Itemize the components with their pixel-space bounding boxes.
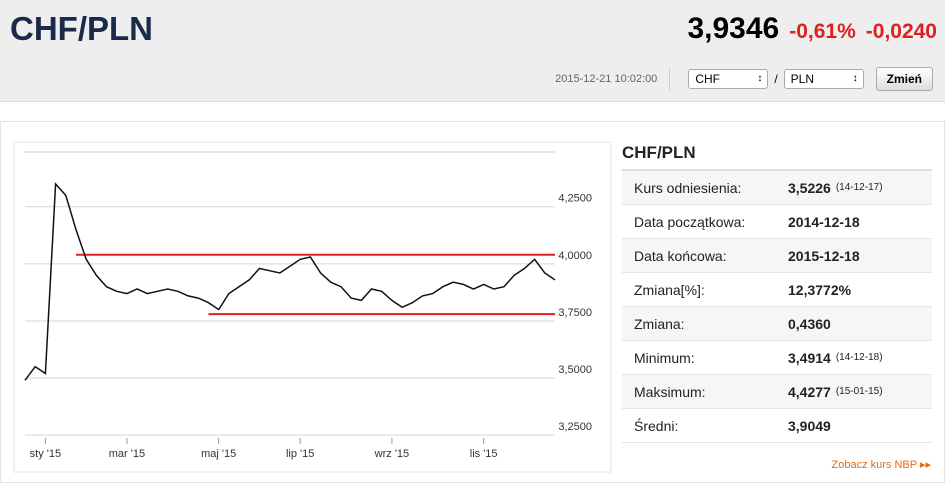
stats-value: 2014-12-18: [788, 213, 860, 230]
stats-note: (15-01-15): [835, 386, 883, 397]
price-line: [24, 182, 556, 381]
stats-row: Data początkowa: 2014-12-18: [622, 205, 932, 239]
change: -0,0240: [865, 20, 937, 43]
y-tick-label: 4,2500: [558, 193, 592, 205]
quote: 3,9346 -0,61% -0,0240: [687, 12, 937, 46]
x-tick-label: mar '15: [109, 448, 145, 460]
stats-value: 0,4360: [788, 315, 831, 332]
header: CHF/PLN 3,9346 -0,61% -0,0240 2015-12-21 1…: [0, 0, 945, 102]
stats-row: Zmiana: 0,4360: [622, 307, 932, 341]
stats-label: Zmiana:: [634, 315, 685, 332]
stats-value: 3,9049: [788, 417, 831, 434]
stats-note: (14-12-18): [835, 352, 883, 363]
stats-row: Maksimum: 4,4277 (15-01-15): [622, 375, 932, 409]
stats-value: 4,4277: [788, 383, 831, 400]
timestamp: 2015-12-21 10:02:00: [555, 68, 671, 90]
separator: /: [774, 72, 778, 86]
x-tick-label: maj '15: [201, 448, 236, 460]
stats-title: CHF/PLN: [622, 143, 932, 171]
stats-value: 12,3772%: [788, 281, 852, 298]
link-text: Zobacz kurs NBP: [831, 459, 917, 471]
x-tick-label: wrz '15: [374, 448, 410, 460]
to-select[interactable]: PLN: [783, 69, 864, 89]
x-tick-label: sty '15: [30, 448, 61, 460]
y-tick-label: 3,2500: [558, 421, 592, 433]
from-select[interactable]: CHF: [688, 69, 769, 89]
nbp-link[interactable]: Zobacz kurs NBP ▸▸: [831, 459, 932, 471]
stats-label: Kurs odniesienia:: [634, 179, 742, 196]
y-tick-label: 3,5000: [558, 364, 592, 376]
stats-label: Zmiana[%]:: [634, 281, 705, 298]
stats-value: 3,5226: [788, 179, 831, 196]
stats-label: Data początkowa:: [634, 213, 746, 230]
y-tick-label: 4,0000: [558, 250, 592, 262]
stats-label: Maksimum:: [634, 383, 706, 400]
stats-label: Średni:: [634, 417, 679, 434]
controls: 2015-12-21 10:02:00 CHF / PLN Zmień: [555, 67, 933, 91]
stats-row: Zmiana[%]: 12,3772%: [622, 273, 932, 307]
stats-value: 2015-12-18: [788, 247, 860, 264]
stats-note: (14-12-17): [835, 182, 883, 193]
y-tick-label: 3,7500: [558, 307, 592, 319]
stats-label: Minimum:: [634, 349, 695, 366]
x-tick-label: lip '15: [286, 448, 314, 460]
change-button[interactable]: Zmień: [875, 67, 933, 91]
stats-row: Data końcowa: 2015-12-18: [622, 239, 932, 273]
pair-title: CHF/PLN: [10, 10, 153, 47]
stats-label: Data końcowa:: [634, 247, 727, 264]
price: 3,9346: [687, 12, 780, 45]
change-pct: -0,61%: [789, 20, 856, 43]
chart-frame: [13, 141, 612, 473]
x-tick-label: lis '15: [470, 448, 498, 460]
stats-row: Kurs odniesienia: 3,5226 (14-12-17): [622, 171, 932, 205]
stats-row: Średni: 3,9049: [622, 409, 932, 443]
stats-row: Minimum: 3,4914 (14-12-18): [622, 341, 932, 375]
stats-table: CHF/PLN Kurs odniesienia: 3,5226 (14-12-17…: [622, 143, 932, 443]
stats-value: 3,4914: [788, 349, 831, 366]
